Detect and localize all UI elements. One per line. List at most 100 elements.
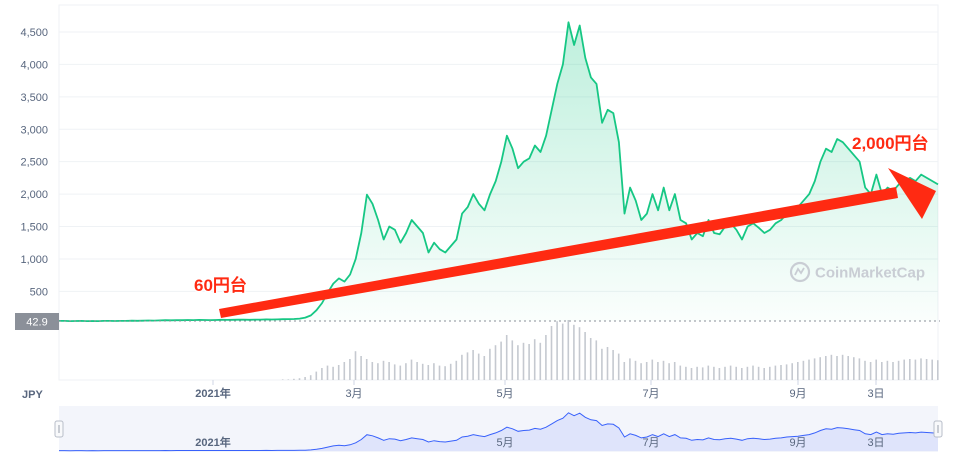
volume-bar [365,359,368,380]
y-tick-label: 2,000 [20,189,48,201]
volume-bar [287,379,290,380]
range-navigator[interactable]: 2021年 5月 7月 9月 3日 [54,406,943,452]
current-price-tag [15,313,59,330]
volume-bar [679,365,682,380]
volume-bar [304,377,306,380]
volume-bar [567,320,570,380]
volume-bar [410,359,413,380]
volume-bar [528,344,530,380]
watermark-text: CoinMarketCap [815,265,925,282]
volume-bar [517,345,519,380]
volume-bar [937,360,939,380]
navigator-tick-label: 9月 [789,437,806,449]
navigator-ticks: 2021年 5月 7月 9月 3日 [195,435,884,449]
volume-bar [416,362,418,380]
trend-arrow-head [888,168,936,219]
volume-bar [617,353,620,380]
y-tick-label: 4,000 [20,59,48,71]
volume-bar [909,359,911,380]
start-price-annotation: 60円台 [194,275,247,295]
volume-bar [925,359,928,380]
x-tick-label: 5月 [496,388,513,400]
x-tick-label: 9月 [789,388,806,400]
volume-bar [399,365,402,380]
volume-bar [522,342,525,380]
y-tick-label: 1,000 [20,254,48,266]
volume-bar [897,360,900,380]
volume-bar [612,350,614,380]
volume-bar [349,359,351,380]
current-price-tag-label: 42.9 [26,317,47,329]
volume-bar [539,342,542,380]
volume-bar [836,356,838,380]
volume-bar [573,324,575,380]
volume-bar [360,356,362,380]
volume-bar [914,359,917,380]
volume-bar [332,366,334,380]
y-tick-label: 1,500 [20,222,48,234]
y-axis-ticks: 500 1,000 1,500 2,000 2,500 3,000 3,500 4,000 4,… [20,27,48,298]
volume-bar [819,357,821,380]
volume-bar [920,358,922,380]
volume-bar [421,363,424,380]
volume-bar [388,362,390,380]
coinmarketcap-watermark: CoinMarketCap [789,261,925,283]
volume-bar [892,362,894,380]
volume-bar [746,366,749,380]
volume-bar [847,356,849,380]
volume-bar [808,359,810,380]
volume-bar [578,327,581,380]
x-tick-label: 2021年 [195,386,230,400]
volume-bar [752,365,754,380]
volume-bar [673,362,676,380]
volume-bar [853,357,855,380]
volume-bar [545,335,547,380]
volume-bar [830,354,833,380]
volume-bar [623,362,626,380]
volume-bar [461,354,463,380]
y-tick-label: 3,000 [20,124,48,136]
volume-bar [802,360,805,380]
volume-bar [393,364,396,380]
volume-bar [741,368,743,380]
volume-bar [449,363,452,380]
volume-bar [931,359,933,380]
volume-bar [584,332,586,380]
volume-bar [433,363,435,380]
volume-bar [354,351,357,380]
navigator-line [59,412,939,452]
volume-bar [444,366,446,380]
volume-bar [511,340,514,380]
volume-bar [696,366,698,380]
volume-bar [869,362,872,380]
volume-bar [561,323,564,380]
y-tick-label: 2,500 [20,157,48,169]
volume-bar [651,359,654,380]
volume-bar [477,353,480,380]
volume-bar [841,354,844,380]
volume-bar [724,366,726,380]
volume-bar [875,359,877,380]
volume-bar [780,365,782,380]
volume-bar [556,321,558,380]
volume-bar [645,362,648,380]
volume-bar [326,365,329,380]
coinmarketcap-logo-icon [789,261,811,283]
volume-bar [813,358,816,380]
y-tick-label: 4,500 [20,27,48,39]
x-tick-label: 3日 [867,388,884,400]
volume-bar [405,363,407,380]
volume-bar [455,360,458,380]
volume-bar [466,352,469,380]
volume-bar [657,362,659,380]
navigator-tick-label: 3日 [867,437,884,449]
navigator-tick-label: 2021年 [195,435,230,449]
volume-bar [735,366,737,380]
end-price-annotation: 2,000円台 [852,133,929,153]
volume-bar [321,368,323,380]
volume-bars [281,320,939,380]
volume-bar [382,360,385,380]
trend-arrow-shaft [219,187,898,318]
